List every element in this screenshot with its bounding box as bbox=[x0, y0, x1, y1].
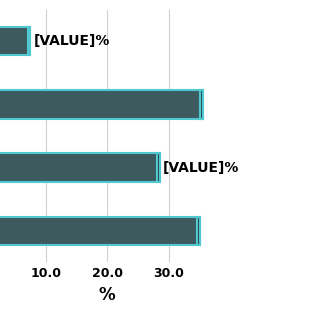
Text: [VALUE]%: [VALUE]% bbox=[163, 161, 239, 175]
Bar bbox=[0, 27, 30, 55]
X-axis label: %: % bbox=[99, 286, 116, 304]
Bar bbox=[28, 27, 30, 55]
Text: [VALUE]%: [VALUE]% bbox=[33, 34, 110, 48]
Bar bbox=[157, 153, 160, 182]
Bar bbox=[200, 90, 203, 119]
Bar bbox=[0, 90, 203, 119]
Bar bbox=[0, 153, 160, 182]
Bar bbox=[197, 217, 200, 245]
Bar bbox=[0, 217, 200, 245]
